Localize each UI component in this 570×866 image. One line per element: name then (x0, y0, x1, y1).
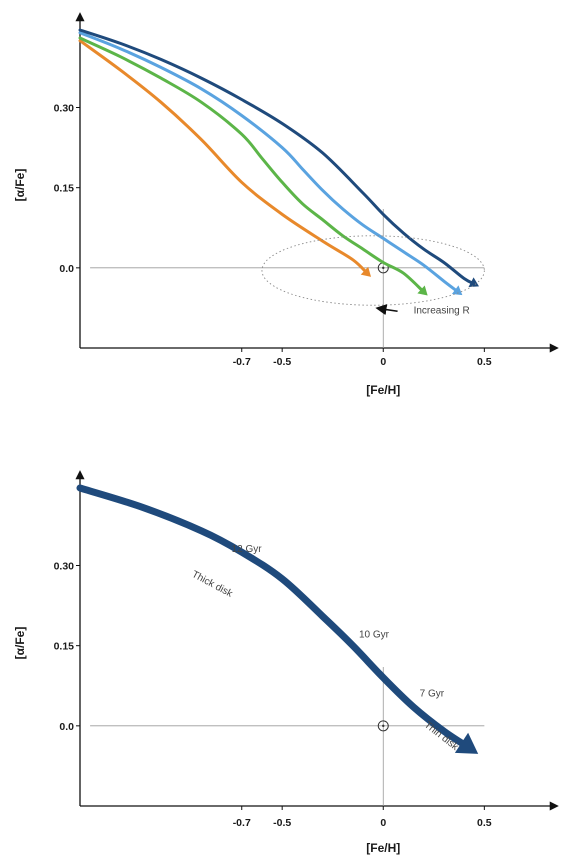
series-line (78, 36, 426, 294)
x-tick-label: 0.5 (477, 817, 492, 829)
series-line (78, 28, 476, 286)
x-tick-label: -0.5 (273, 356, 291, 368)
x-axis-title: [Fe/H] (366, 841, 400, 855)
chart-panel-top: -0.7 -0.5 0 0.5 0.30 0.15 0.0 [Fe/H] [α/Fe] Incre… (13, 12, 559, 397)
annotation-label: Increasing R (414, 305, 470, 316)
solar-marker-dot (382, 724, 385, 728)
series-arrowhead (360, 266, 372, 277)
y-axis-title: [α/Fe] (13, 169, 27, 202)
chart-panel-bottom: -0.7 -0.5 0 0.5 0.30 0.15 0.0 [Fe/H] [α/Fe] 12 Gy… (13, 470, 559, 855)
series-line (78, 31, 460, 294)
annotation-label: 10 Gyr (359, 630, 390, 641)
x-tick-label: -0.7 (233, 356, 251, 368)
y-tick-label: 0.15 (54, 641, 75, 653)
annotation-label: Thick disk (190, 569, 235, 600)
x-tick-label: -0.5 (273, 817, 291, 829)
series-line (76, 484, 472, 751)
y-tick-label: 0.0 (59, 263, 74, 275)
solar-marker (377, 720, 389, 732)
increasing-r-arrow (375, 304, 398, 316)
series-arrowhead (451, 285, 463, 296)
series-arrowhead (417, 285, 428, 296)
x-tick-label: 0.5 (477, 356, 492, 368)
y-tick-label: 0.30 (54, 103, 75, 115)
y-axis-title: [α/Fe] (13, 627, 27, 660)
y-tick-label: 0.30 (54, 561, 75, 573)
y-tick-label: 0.0 (59, 721, 74, 733)
annotation-label: 12 Gyr (232, 544, 263, 555)
x-tick-label: 0 (380, 817, 386, 829)
series-arrowhead (454, 732, 479, 754)
series-line (78, 39, 369, 275)
x-tick-label: 0 (380, 356, 386, 368)
x-tick-label: -0.7 (233, 817, 251, 829)
endpoint-locus-ellipse (261, 235, 485, 306)
annotation-label: 7 Gyr (420, 688, 445, 699)
solar-marker-dot (382, 266, 385, 270)
y-tick-label: 0.15 (54, 183, 75, 195)
series-arrowhead (468, 277, 480, 287)
x-axis-title: [Fe/H] (366, 383, 400, 397)
